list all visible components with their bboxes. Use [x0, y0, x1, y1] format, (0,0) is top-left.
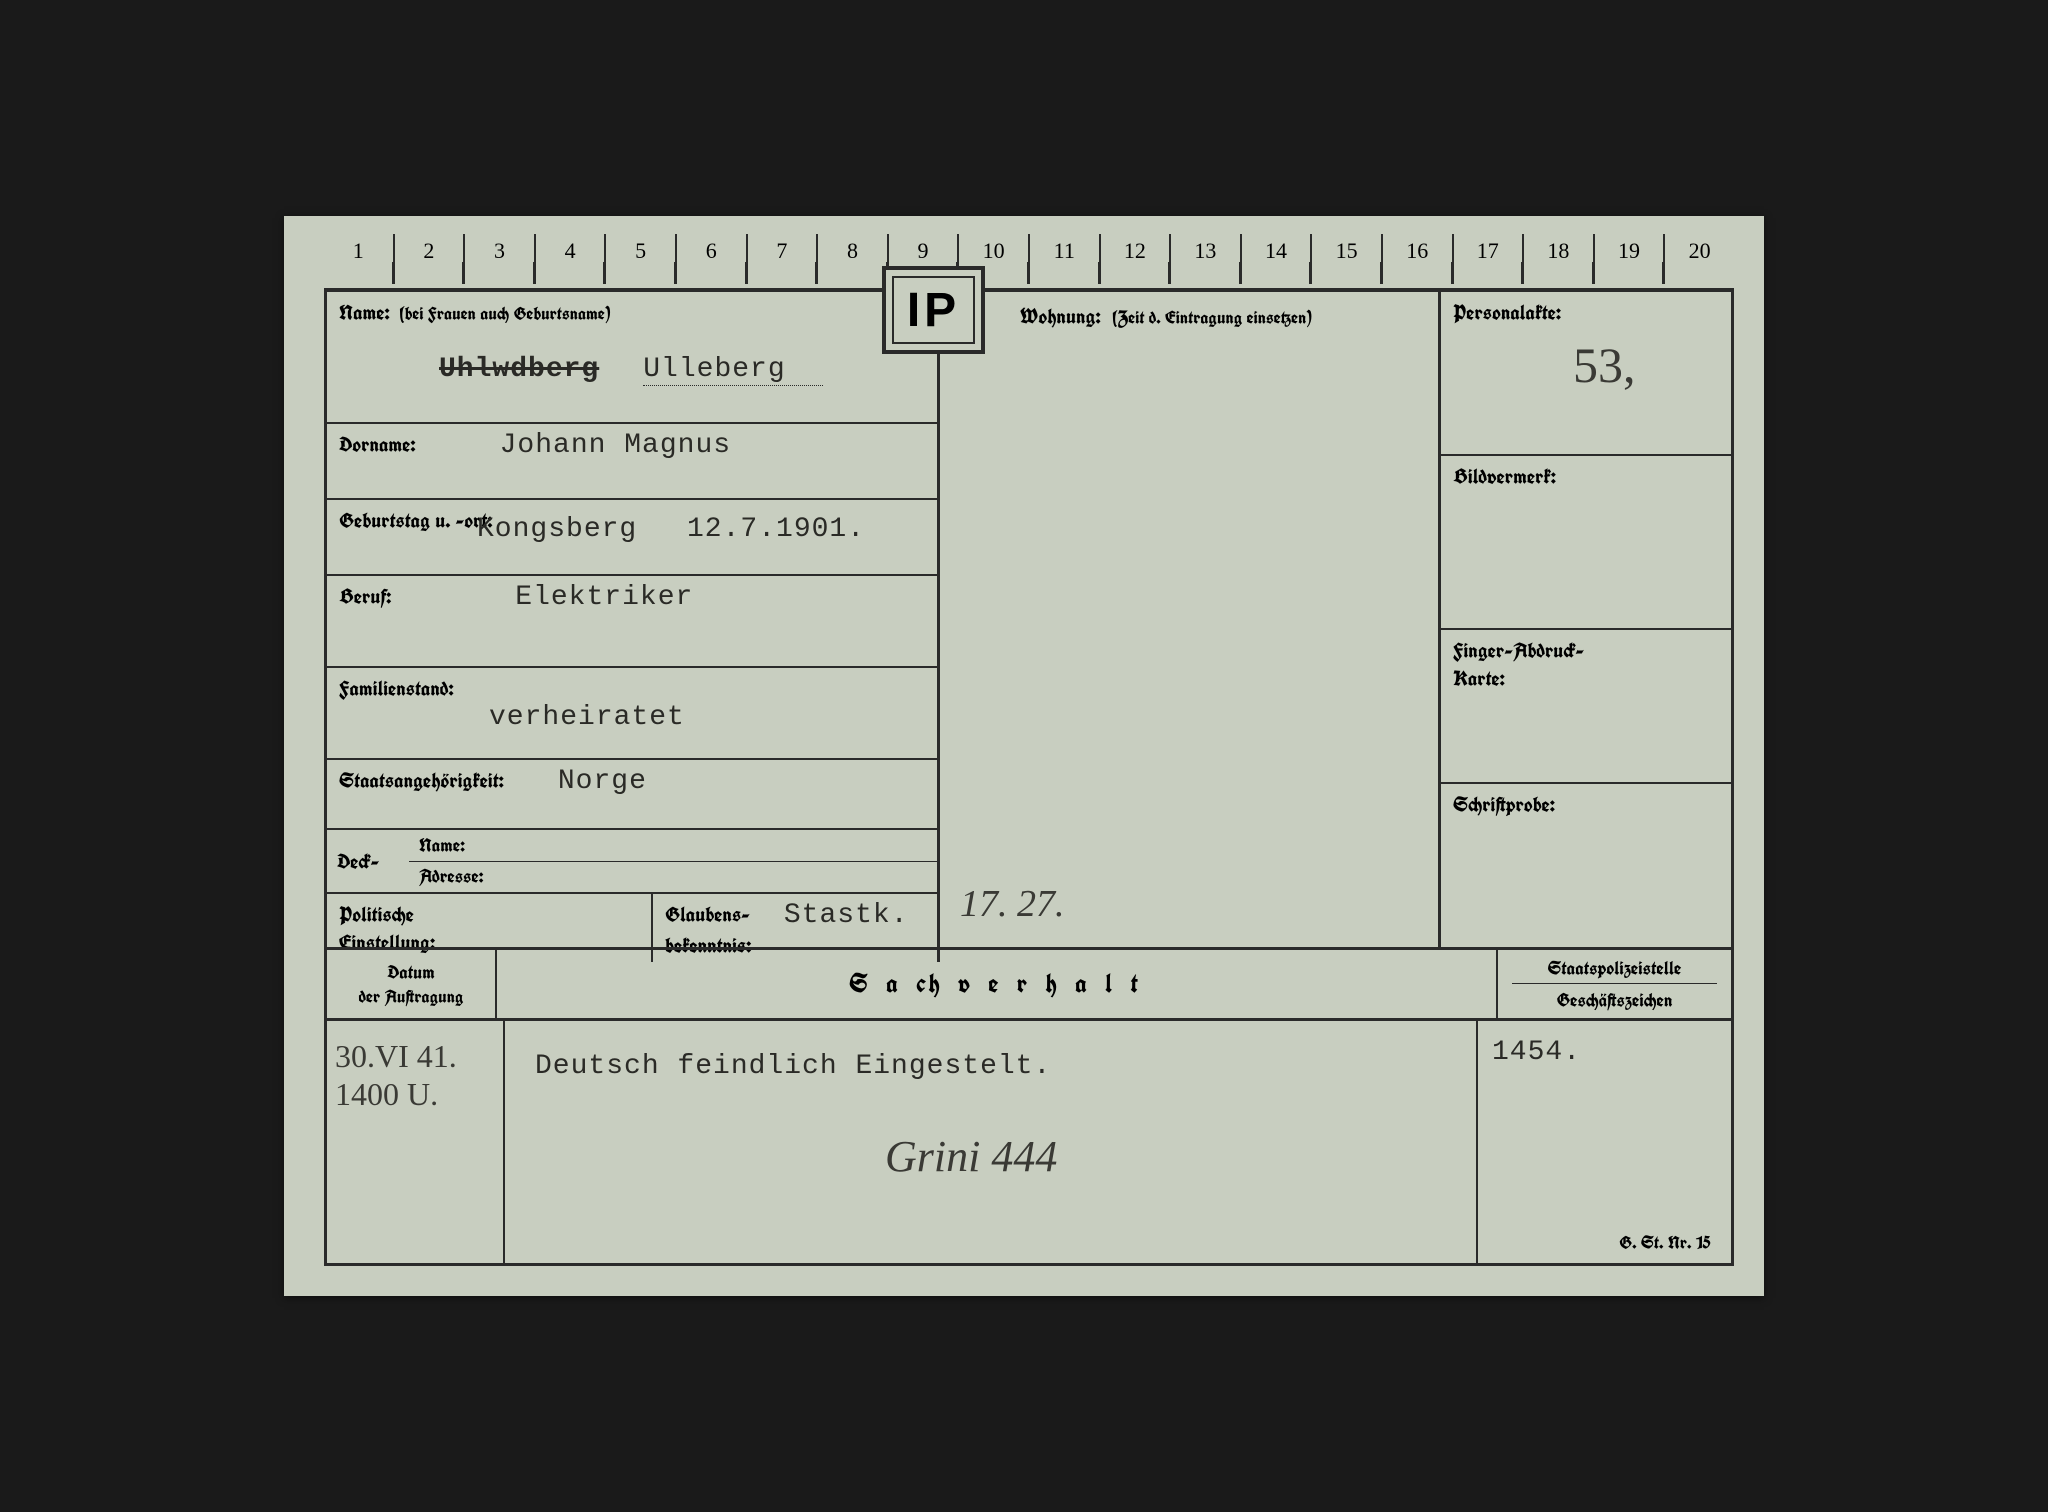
ruler-tick: 8: [818, 234, 889, 284]
datum-value-1: 30.VI 41.: [335, 1037, 495, 1075]
geburt-row: Geburtstag u. -ort: Kongsberg 12.7.1901.: [327, 500, 937, 576]
geschaft-label: Geschäftszeichen: [1502, 984, 1727, 1013]
content-row: 30.VI 41. 1400 U. Deutsch feindlich Eing…: [327, 1021, 1731, 1263]
glaubens-value: Stastk.: [784, 900, 909, 931]
ruler-tick: 16: [1383, 234, 1454, 284]
finger-label: Finger-Abdruck-: [1453, 636, 1719, 664]
ruler-tick: 13: [1171, 234, 1242, 284]
geschaft-value: 1454.: [1492, 1037, 1717, 1068]
ruler-tick: 19: [1595, 234, 1666, 284]
deck-row: Deck- Name: Adresse:: [327, 830, 937, 894]
name-struck-value: Uhlwdberg: [439, 354, 599, 385]
deck-label: Deck-: [337, 847, 379, 875]
familie-label: Familienstand:: [339, 674, 454, 702]
geburt-ort-value: Kongsberg: [477, 514, 637, 545]
ruler-tick: 5: [606, 234, 677, 284]
karte-label: Karte:: [1453, 664, 1719, 692]
form-number: G. St. Nr. 15: [1619, 1231, 1711, 1255]
ip-badge: IP: [882, 266, 985, 354]
ruler-tick: 15: [1312, 234, 1383, 284]
staat-label: Staatsangehörigkeit:: [339, 766, 504, 794]
ruler-tick: 2: [395, 234, 466, 284]
personalakte-row: Personalakte: 53,: [1441, 292, 1731, 456]
bildvermerk-label: Bildvermerk:: [1453, 462, 1719, 490]
ruler-tick: 11: [1030, 234, 1101, 284]
name-row: Name: (bei Frauen auch Geburtsname) Uhlw…: [327, 292, 937, 424]
wohnung-handwritten: 17. 27.: [960, 882, 1065, 926]
ruler-tick: 17: [1454, 234, 1525, 284]
personalakte-label: Personalakte:: [1453, 298, 1719, 326]
name-label: Name:: [339, 298, 390, 326]
ruler-tick: 1: [324, 234, 395, 284]
form-frame: IP Name: (bei Frauen auch Geburtsname) U…: [324, 288, 1734, 1266]
beruf-value: Elektriker: [515, 582, 693, 613]
datum-label: Datum: [331, 960, 491, 985]
sachverhalt-header: Datum der Auftragung S a ch v e r h a l …: [327, 950, 1731, 1021]
staatspolizei-label: Staatspolizeistelle: [1512, 956, 1717, 984]
name-value: Ulleberg: [643, 354, 823, 386]
ruler-tick: 14: [1242, 234, 1313, 284]
personalakte-value: 53,: [1573, 336, 1719, 394]
vorname-value: Johann Magnus: [500, 430, 731, 461]
right-column: Personalakte: 53, Bildvermerk: Finger-Ab…: [1438, 292, 1731, 947]
beruf-label: Beruf:: [339, 582, 391, 610]
left-column: Name: (bei Frauen auch Geburtsname) Uhlw…: [327, 292, 940, 962]
glaubens-label: Glaubens-: [665, 900, 750, 928]
familie-value: verheiratet: [489, 702, 685, 733]
staat-row: Staatsangehörigkeit: Norge: [327, 760, 937, 830]
beruf-row: Beruf: Elektriker: [327, 576, 937, 668]
geburt-label: Geburtstag u. -ort:: [339, 506, 493, 534]
deck-name-label: Name:: [419, 833, 465, 858]
ruler-tick: 18: [1524, 234, 1595, 284]
vorname-label: Dorname:: [339, 430, 416, 458]
sachverhalt-text: Deutsch feindlich Eingestelt.: [535, 1051, 1446, 1082]
ruler-tick: 6: [677, 234, 748, 284]
ip-label: IP: [892, 276, 975, 344]
grini-note: Grini 444: [885, 1131, 1057, 1182]
ruler: 1 2 3 4 5 6 7 8 9 10 11 12 13 14 15 16 1…: [324, 234, 1734, 284]
staat-value: Norge: [558, 766, 647, 797]
vorname-row: Dorname: Johann Magnus: [327, 424, 937, 500]
politische-label: Politische: [339, 900, 639, 928]
geburt-datum-value: 12.7.1901.: [687, 514, 865, 545]
auftragung-label: der Auftragung: [331, 985, 491, 1009]
middle-column: Wohnung: (Zeit d. Eintragung einsetzen) …: [940, 292, 1435, 348]
wohnung-label: Wohnung:: [1020, 302, 1101, 330]
ruler-tick: 12: [1101, 234, 1172, 284]
ruler-tick: 7: [748, 234, 819, 284]
ruler-tick: 4: [536, 234, 607, 284]
familie-row: Familienstand: verheiratet: [327, 668, 937, 760]
name-note: (bei Frauen auch Geburtsname): [400, 302, 611, 326]
finger-row: Finger-Abdruck- Karte:: [1441, 630, 1731, 784]
wohnung-note: (Zeit d. Eintragung einsetzen): [1113, 306, 1312, 330]
index-card: 1 2 3 4 5 6 7 8 9 10 11 12 13 14 15 16 1…: [284, 216, 1764, 1296]
deck-adresse-label: Adresse:: [419, 864, 483, 889]
schriftprobe-label: Schriftprobe:: [1453, 790, 1719, 818]
ruler-tick: 20: [1665, 234, 1734, 284]
ruler-tick: 3: [465, 234, 536, 284]
sachverhalt-label: S a ch v e r h a l t: [849, 967, 1144, 1001]
datum-value-2: 1400 U.: [335, 1075, 495, 1113]
bildvermerk-row: Bildvermerk:: [1441, 456, 1731, 630]
schriftprobe-row: Schriftprobe:: [1441, 784, 1731, 946]
